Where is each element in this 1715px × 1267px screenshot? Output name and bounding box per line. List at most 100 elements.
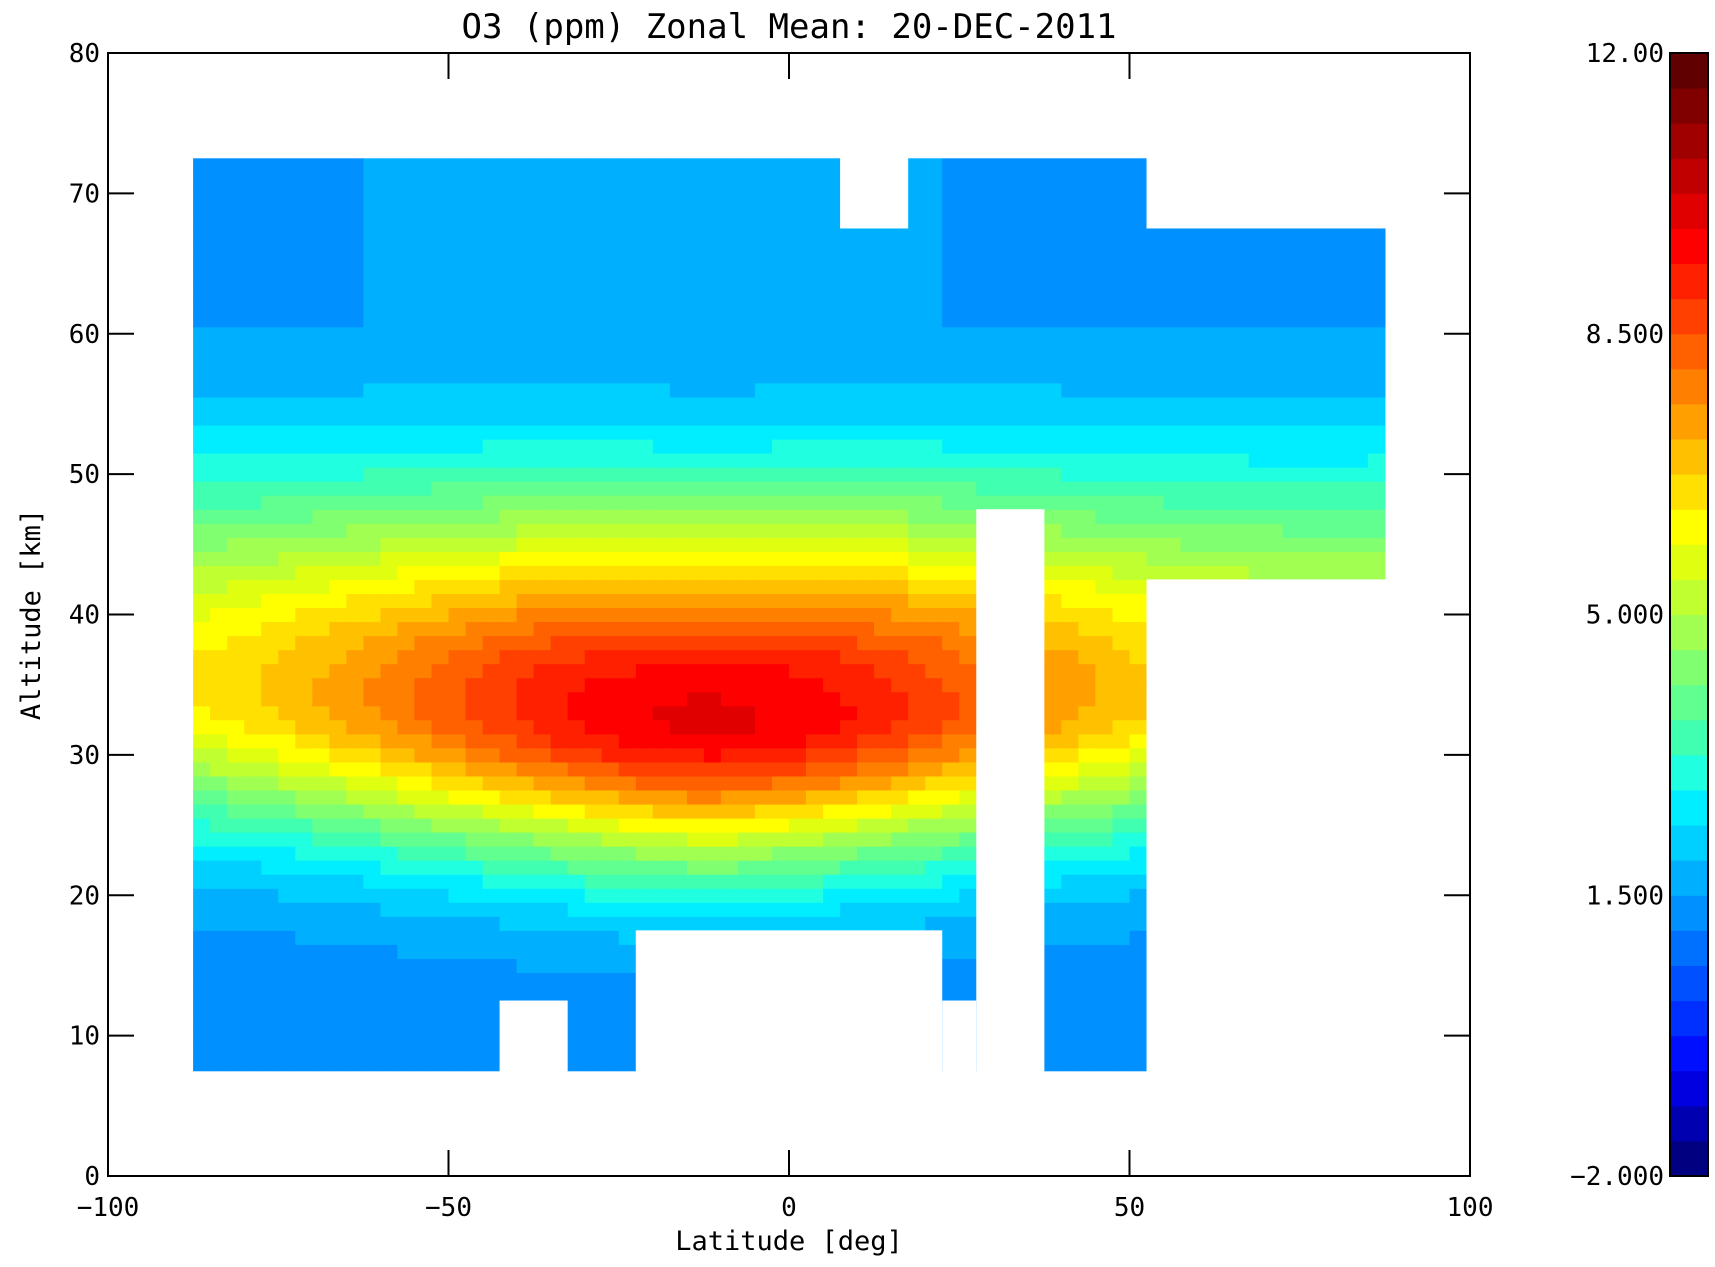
field-cell — [1129, 1028, 1148, 1044]
field-cell — [567, 565, 586, 580]
field-cell — [618, 1056, 637, 1072]
field-cell — [261, 719, 279, 735]
field-cell — [193, 832, 211, 847]
field-cell — [278, 354, 296, 370]
field-cell — [618, 790, 637, 805]
field-cell — [295, 340, 313, 356]
field-cell — [703, 818, 722, 833]
field-cell — [618, 733, 637, 749]
field-cell — [584, 186, 603, 201]
field-cell — [397, 902, 415, 917]
field-cell — [312, 691, 330, 707]
field-cell — [806, 551, 824, 566]
field-cell — [652, 200, 671, 215]
field-cell — [703, 565, 722, 580]
field-cell — [1333, 537, 1352, 552]
field-cell — [840, 818, 858, 833]
field-cell — [380, 902, 398, 917]
field-cell — [482, 677, 501, 693]
field-cell — [261, 593, 279, 608]
field-cell — [789, 200, 807, 215]
field-cell — [584, 467, 603, 482]
field-cell — [959, 832, 977, 847]
field-cell — [363, 368, 381, 384]
field-cell — [635, 719, 654, 735]
field-cell — [789, 453, 807, 468]
field-cell — [584, 242, 603, 258]
field-cell — [414, 607, 432, 623]
field-cell — [1129, 944, 1148, 959]
field-cell — [244, 986, 262, 1002]
field-cell — [1112, 411, 1131, 426]
field-cell — [1146, 453, 1165, 468]
field-cell — [686, 860, 705, 875]
field-cell — [550, 298, 569, 314]
field-cell — [737, 649, 756, 665]
field-cell — [669, 874, 688, 889]
field-cell — [601, 382, 620, 398]
field-cell — [1231, 382, 1250, 398]
field-cell — [720, 425, 739, 440]
field-cell — [363, 818, 381, 833]
field-cell — [533, 509, 552, 524]
field-cell — [312, 411, 330, 426]
field-cell — [1163, 537, 1182, 552]
field-cell — [278, 691, 296, 707]
field-cell — [908, 888, 926, 903]
field-cell — [1129, 986, 1148, 1002]
field-cell — [1350, 382, 1369, 398]
field-cell — [1112, 958, 1131, 973]
field-cell — [891, 677, 909, 693]
field-cell — [840, 705, 858, 721]
field-cell — [789, 228, 807, 244]
field-cell — [823, 200, 841, 215]
field-cell — [720, 832, 739, 847]
field-cell — [550, 270, 569, 286]
field-cell — [1129, 621, 1148, 637]
field-cell — [806, 804, 824, 819]
field-cell — [380, 158, 398, 173]
field-cell — [669, 354, 688, 370]
field-cell — [1044, 944, 1062, 959]
field-cell — [295, 509, 313, 524]
field-cell — [448, 1028, 467, 1044]
field-cell — [635, 256, 654, 272]
field-cell — [891, 593, 909, 608]
field-cell — [618, 579, 637, 594]
field-cell — [397, 944, 415, 959]
field-cell — [346, 1056, 364, 1072]
field-cell — [789, 902, 807, 917]
field-cell — [1248, 270, 1267, 286]
field-cell — [567, 1028, 586, 1044]
field-cell — [516, 312, 535, 328]
field-cell — [278, 326, 296, 342]
field-cell — [329, 453, 347, 468]
field-cell — [397, 481, 415, 496]
field-cell — [1112, 818, 1131, 833]
field-cell — [448, 747, 467, 763]
field-cell — [295, 677, 313, 693]
field-cell — [567, 635, 586, 651]
field-cell — [244, 790, 262, 805]
field-cell — [806, 214, 824, 229]
field-cell — [942, 467, 960, 482]
field-cell — [908, 256, 926, 272]
field-cell — [942, 944, 960, 959]
field-cell — [823, 663, 841, 679]
field-cell — [840, 761, 858, 777]
field-cell — [193, 733, 211, 749]
field-cell — [874, 439, 892, 454]
field-cell — [346, 930, 364, 945]
field-cell — [772, 888, 790, 903]
field-cell — [720, 565, 739, 580]
field-cell — [380, 481, 398, 496]
field-cell — [959, 649, 977, 665]
field-cell — [584, 930, 603, 945]
field-cell — [1112, 186, 1131, 201]
field-cell — [976, 158, 994, 173]
field-cell — [840, 382, 858, 398]
field-cell — [908, 453, 926, 468]
field-cell — [720, 396, 739, 412]
field-cell — [874, 354, 892, 370]
field-cell — [976, 172, 994, 187]
